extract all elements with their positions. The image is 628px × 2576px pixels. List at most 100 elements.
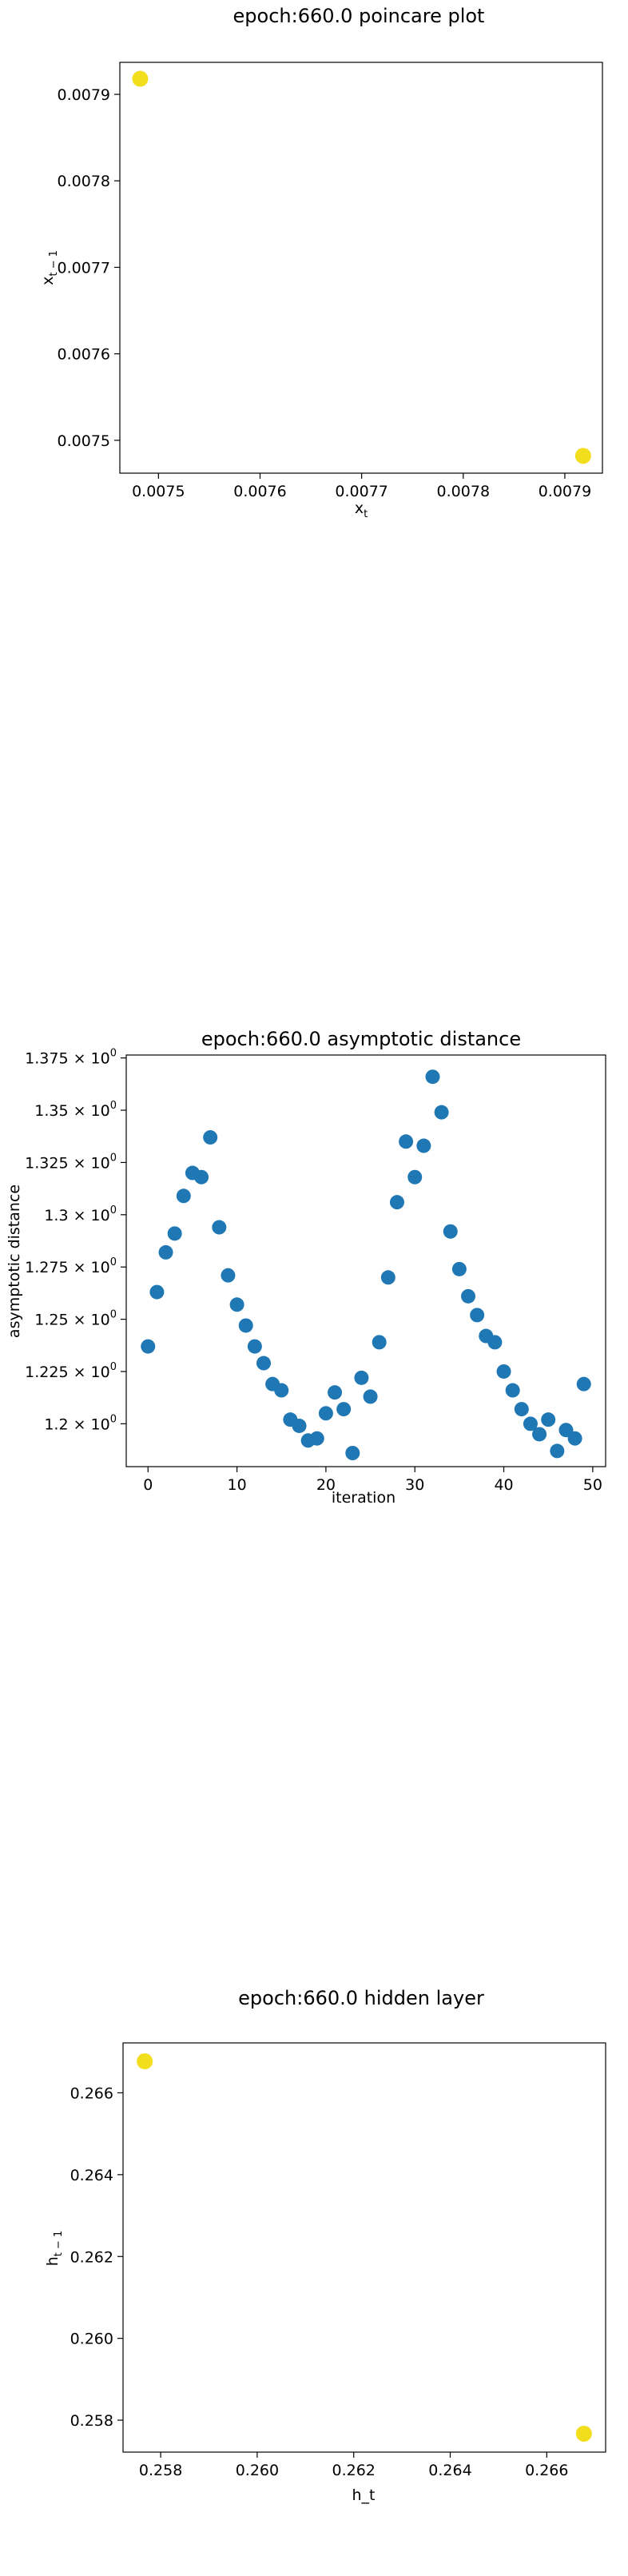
data-point xyxy=(158,1244,173,1260)
x-axis: 0 10 20 30 40 50 xyxy=(143,1467,602,1494)
data-point xyxy=(176,1188,191,1204)
chart-title: epoch:660.0 poincare plot xyxy=(233,5,485,27)
y-tick-label: 1.3 × 100 xyxy=(44,1204,117,1224)
data-point xyxy=(345,1445,360,1460)
data-point xyxy=(256,1356,271,1371)
data-point xyxy=(167,1226,182,1241)
x-tick-label: 0.0078 xyxy=(437,483,490,500)
x-tick-label: 0.0079 xyxy=(539,483,591,500)
data-point xyxy=(399,1134,414,1149)
y-tick-label: 0.266 xyxy=(70,2084,113,2102)
data-point xyxy=(247,1339,262,1354)
data-point xyxy=(541,1412,556,1427)
data-point xyxy=(416,1138,431,1153)
data-point xyxy=(336,1402,352,1417)
data-point xyxy=(407,1169,423,1184)
y-tick-label: 0.0077 xyxy=(58,259,110,277)
data-point xyxy=(514,1402,529,1417)
data-point xyxy=(425,1069,440,1085)
hidden-layer-chart: epoch:660.0 hidden layer 0.258 0.260 0.262… xyxy=(44,1987,606,2504)
data-point xyxy=(238,1318,253,1333)
data-point xyxy=(496,1364,511,1379)
data-point xyxy=(487,1335,503,1350)
y-tick-label: 0.0079 xyxy=(58,86,110,104)
x-tick-label: 0.0076 xyxy=(233,483,286,500)
data-point xyxy=(149,1284,165,1300)
data-point xyxy=(229,1297,244,1312)
chart-title: epoch:660.0 asymptotic distance xyxy=(201,1028,521,1050)
x-tick-label: 30 xyxy=(405,1476,424,1494)
x-tick-label: 50 xyxy=(583,1476,602,1494)
data-points xyxy=(137,2053,592,2442)
data-point xyxy=(443,1224,458,1239)
data-point xyxy=(550,1443,565,1459)
x-tick-label: 0 xyxy=(143,1476,153,1494)
x-tick-label: 0.0075 xyxy=(132,483,185,500)
y-tick-label: 1.2 × 100 xyxy=(44,1413,117,1433)
y-tick-label: 0.260 xyxy=(70,2331,113,2348)
data-point xyxy=(132,70,149,87)
chart-title: epoch:660.0 hidden layer xyxy=(238,1987,484,2009)
y-tick-label: 1.375 × 100 xyxy=(25,1048,117,1068)
y-axis-label: xt − 1 xyxy=(39,250,60,285)
x-axis-label: xt xyxy=(355,500,368,520)
x-axis-label: h_t xyxy=(352,2486,376,2504)
data-point xyxy=(470,1308,485,1323)
data-point xyxy=(363,1389,378,1404)
y-tick-label: 0.0078 xyxy=(58,173,110,190)
y-axis: 0.258 0.260 0.262 0.264 0.266 xyxy=(70,2084,123,2430)
y-axis-label: asymptotic distance xyxy=(6,1184,23,1338)
data-point xyxy=(532,1427,547,1442)
y-tick-label: 1.225 × 100 xyxy=(25,1361,117,1381)
data-point xyxy=(567,1431,582,1446)
x-tick-label: 20 xyxy=(316,1476,336,1494)
data-point xyxy=(505,1383,520,1398)
data-point xyxy=(141,1339,156,1354)
y-tick-label: 1.35 × 100 xyxy=(34,1100,117,1120)
y-tick-label: 0.262 xyxy=(70,2248,113,2266)
plot-frame xyxy=(125,1054,606,1467)
data-point xyxy=(212,1220,227,1235)
data-point xyxy=(203,1130,218,1145)
plot-frame xyxy=(119,62,603,474)
y-tick-label: 0.0075 xyxy=(58,432,110,450)
data-point xyxy=(574,448,591,464)
data-point xyxy=(221,1268,236,1283)
data-point xyxy=(274,1383,289,1398)
y-tick-label: 0.258 xyxy=(70,2412,113,2430)
data-point xyxy=(292,1418,307,1433)
x-tick-label: 10 xyxy=(227,1476,246,1494)
data-point xyxy=(309,1431,324,1446)
y-tick-label: 1.25 × 100 xyxy=(34,1309,117,1329)
x-tick-label: 0.262 xyxy=(332,2462,376,2479)
data-points xyxy=(132,70,591,464)
data-point xyxy=(451,1261,467,1276)
x-axis-label: iteration xyxy=(332,1489,395,1507)
data-point xyxy=(523,1416,538,1431)
data-point xyxy=(137,2053,153,2070)
data-point xyxy=(318,1406,333,1421)
x-tick-label: 0.260 xyxy=(236,2462,279,2479)
data-point xyxy=(372,1335,387,1350)
x-axis: 0.258 0.260 0.262 0.264 0.266 xyxy=(139,2452,569,2479)
data-point xyxy=(461,1288,476,1304)
asymptotic-distance-chart: epoch:660.0 asymptotic distance 0 10 20 30 4… xyxy=(6,1028,606,1507)
plot-frame xyxy=(122,2042,606,2453)
x-axis: 0.0075 0.0076 0.0077 0.0078 0.0079 xyxy=(132,473,591,500)
y-tick-label: 1.275 × 100 xyxy=(25,1256,117,1276)
data-point xyxy=(194,1169,209,1184)
y-axis: 0.0075 0.0076 0.0077 0.0078 0.0079 xyxy=(58,86,120,450)
x-tick-label: 0.266 xyxy=(525,2462,568,2479)
y-tick-label: 0.264 xyxy=(70,2167,113,2184)
x-tick-label: 0.0077 xyxy=(335,483,388,500)
y-axis: 1.2 × 100 1.225 × 100 1.25 × 100 1.275 × 10… xyxy=(25,1048,126,1433)
x-tick-label: 0.264 xyxy=(428,2462,471,2479)
data-point xyxy=(389,1195,404,1210)
poincare-plot-chart: epoch:660.0 poincare plot 0.0075 0.0076 0.… xyxy=(39,5,603,520)
x-tick-label: 0.258 xyxy=(139,2462,182,2479)
data-point xyxy=(575,2425,592,2442)
data-point xyxy=(354,1370,369,1385)
data-points xyxy=(141,1069,591,1460)
y-axis-label: ht − 1 xyxy=(44,2231,65,2267)
data-point xyxy=(380,1270,395,1285)
